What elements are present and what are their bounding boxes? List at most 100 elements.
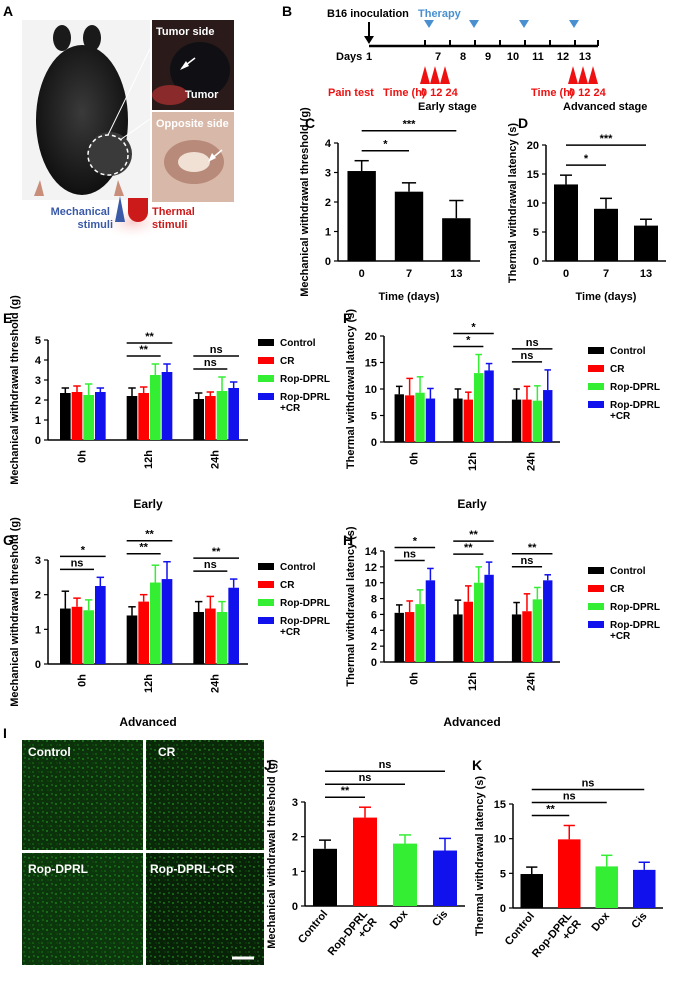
- x-axis-title: Advanced: [443, 715, 500, 729]
- significance-label: **: [139, 344, 148, 356]
- bar-cr: [205, 396, 216, 440]
- legend-swatch: [258, 357, 274, 364]
- x-tick-label: Control: [296, 908, 330, 946]
- y-tick-label: 3: [35, 555, 41, 567]
- x-tick-label: 0: [563, 268, 569, 280]
- legend-entry: Control: [610, 566, 646, 577]
- legend: Control CR Rop-DPRL Rop-DPRL +CR: [258, 562, 330, 638]
- bar-rop-dprl-cr: [543, 390, 553, 442]
- chart-k: 0 5 10 15 Thermal withdrawal latency (s) Cont…: [474, 776, 663, 960]
- chart-d: 0 5 10 15 20 Thermal withdrawal latency (s) 0 7…: [507, 123, 666, 303]
- legend-swatch: [588, 603, 604, 610]
- tumor-label: Tumor: [185, 89, 219, 101]
- significance-label: ns: [526, 337, 539, 349]
- x-tick-label: 24h: [526, 452, 538, 471]
- y-tick-label: 3: [35, 375, 41, 387]
- therapy-marker-2: [469, 20, 479, 28]
- bar: [633, 869, 656, 908]
- legend: Control CR Rop-DPRL Rop-DPRL +CR: [588, 346, 660, 422]
- significance-label: ns: [582, 777, 595, 789]
- y-tick-label: 20: [527, 140, 539, 152]
- y-tick-label: 15: [365, 358, 377, 370]
- significance-label: ns: [379, 759, 392, 771]
- bar-control: [126, 615, 138, 664]
- legend-entry: Control: [280, 562, 316, 573]
- bar-cr: [71, 392, 83, 440]
- micrograph-label-control: Control: [28, 745, 71, 759]
- day-tick-7: 7: [435, 51, 441, 63]
- y-axis-title: Thermal withdrawal latency (s): [345, 526, 357, 686]
- panel-letter-i: I: [3, 725, 7, 741]
- significance-label: ns: [204, 559, 217, 571]
- bar-control: [511, 614, 522, 662]
- x-axis-title: Early: [457, 497, 487, 511]
- bar-rop-dprl: [532, 400, 543, 442]
- significance-label: ns: [521, 350, 534, 362]
- x-tick-label: Rop-DPRL+CR: [326, 908, 380, 966]
- bar-cr: [522, 399, 532, 442]
- x-tick-label: 24h: [526, 672, 538, 691]
- pain-test-label: Pain test: [328, 87, 374, 99]
- bar-rop-dprl-cr: [425, 398, 436, 442]
- x-tick-label: Dox: [388, 908, 411, 932]
- x-tick-label: 12h: [467, 452, 479, 471]
- y-tick-label: 2: [35, 395, 41, 407]
- significance-label: **: [464, 542, 473, 554]
- x-tick-label: 0: [359, 268, 365, 280]
- stimulus-glow: [99, 204, 167, 240]
- legend-swatch: [258, 617, 274, 624]
- bar-cr: [404, 395, 415, 442]
- x-tick-label: 7: [603, 268, 609, 280]
- bar-rop-dprl-cr: [95, 586, 106, 664]
- bar-control: [60, 393, 71, 440]
- opposite-side-label: Opposite side: [156, 118, 229, 130]
- y-tick-label: 5: [371, 411, 377, 423]
- bar-rop-dprl: [83, 610, 94, 664]
- y-tick-label: 2: [35, 590, 41, 602]
- significance-label: **: [145, 331, 154, 343]
- y-tick-label: 12: [365, 562, 377, 574]
- panel-letter-e: E: [3, 310, 12, 326]
- y-axis-title: Mechanical withdrawal threshold (g): [9, 517, 21, 707]
- bar-control: [453, 614, 463, 662]
- panel-letter-b: B: [282, 3, 292, 19]
- significance-label: *: [81, 544, 86, 556]
- day-tick-8: 8: [460, 51, 466, 63]
- legend-entry: Rop-DPRL +CR: [280, 616, 330, 638]
- therapy-marker-1: [424, 20, 434, 28]
- y-tick-label: 3: [292, 797, 298, 809]
- advanced-hours: 0 12 24: [569, 87, 607, 99]
- bar: [313, 848, 337, 906]
- early-hours: 0 12 24: [421, 87, 459, 99]
- bar: [353, 817, 377, 906]
- significance-label: *: [466, 335, 471, 347]
- significance-label: **: [546, 803, 555, 815]
- therapy-label: Therapy: [418, 8, 462, 20]
- bar-rop-dprl: [415, 604, 425, 662]
- bar: [393, 843, 417, 906]
- tumor-side-label: Tumor side: [156, 26, 214, 38]
- bar-cr: [404, 612, 415, 662]
- inoculation-label: B16 inoculation: [327, 8, 409, 20]
- bar: [554, 184, 578, 261]
- micrograph-label-cr: CR: [158, 745, 176, 759]
- significance-label: *: [413, 535, 418, 547]
- y-tick-label: 3: [325, 168, 331, 180]
- y-axis-title: Mechanical withdrawal threshold (g): [299, 107, 311, 297]
- bar-rop-dprl-cr: [228, 587, 239, 664]
- legend-entry: CR: [280, 356, 295, 367]
- x-tick-label: 0h: [408, 452, 420, 465]
- legend-swatch: [588, 383, 604, 390]
- y-tick-label: 4: [371, 625, 378, 637]
- micrograph-cr: [146, 740, 264, 850]
- x-tick-label: 7: [406, 268, 412, 280]
- bar-cr: [463, 399, 473, 442]
- bar: [558, 839, 581, 908]
- significance-label: **: [341, 785, 350, 797]
- day-tick-9: 9: [485, 51, 491, 63]
- panel-letter-h: H: [343, 532, 353, 548]
- x-tick-label: Cis: [430, 908, 450, 929]
- bar: [347, 171, 376, 261]
- time-label-advanced: Time (h): [531, 87, 574, 99]
- y-tick-label: 6: [371, 609, 377, 621]
